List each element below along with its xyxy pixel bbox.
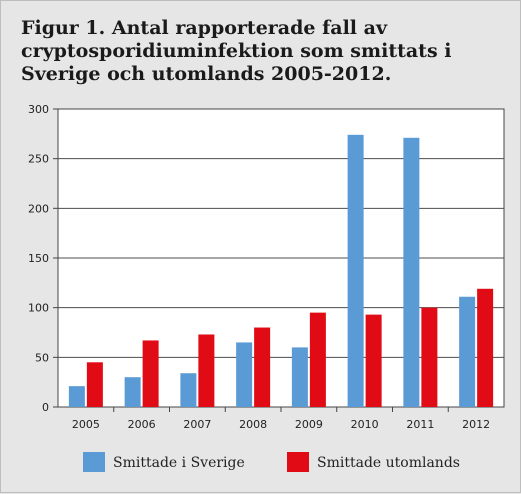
y-tick-label: 150 — [28, 252, 49, 265]
y-tick-label: 0 — [42, 401, 49, 414]
x-tick-label: 2005 — [72, 418, 100, 431]
x-tick-label: 2008 — [239, 418, 267, 431]
bar-sverige-2011 — [403, 137, 420, 407]
bar-utomlands-2009 — [309, 312, 326, 407]
x-tick-label: 2006 — [128, 418, 156, 431]
legend: Smittade i Sverige Smittade utomlands — [83, 452, 460, 472]
y-tick-label: 100 — [28, 302, 49, 315]
bar-utomlands-2005 — [86, 362, 103, 407]
bars — [68, 134, 494, 407]
bar-utomlands-2008 — [254, 327, 271, 407]
y-axis-ticks: 0 50 100 150 200 250 300 — [28, 103, 58, 414]
chart-title: Figur 1. Antal rapporterade fall av cryp… — [21, 17, 452, 85]
bar-utomlands-2007 — [198, 334, 215, 407]
x-axis-ticks: 2005 2006 2007 2008 2009 2010 2011 2012 — [72, 407, 490, 431]
legend-swatch-utomlands — [287, 452, 309, 472]
y-tick-label: 200 — [28, 202, 49, 215]
x-tick-label: 2012 — [462, 418, 490, 431]
legend-label-utomlands: Smittade utomlands — [317, 455, 460, 471]
bar-sverige-2010 — [347, 134, 364, 407]
x-tick-label: 2009 — [295, 418, 323, 431]
bar-sverige-2005 — [68, 386, 85, 407]
bar-utomlands-2010 — [365, 314, 382, 407]
bar-utomlands-2012 — [477, 288, 494, 407]
x-tick-label: 2011 — [406, 418, 434, 431]
x-tick-label: 2007 — [183, 418, 211, 431]
bar-utomlands-2011 — [421, 307, 438, 407]
bar-sverige-2012 — [459, 296, 476, 407]
bar-sverige-2007 — [180, 373, 197, 407]
x-tick-label: 2010 — [351, 418, 379, 431]
y-tick-label: 250 — [28, 153, 49, 166]
legend-swatch-sverige — [83, 452, 105, 472]
bar-sverige-2006 — [124, 377, 141, 407]
bar-sverige-2008 — [236, 342, 253, 407]
y-tick-label: 300 — [28, 103, 49, 116]
legend-label-sverige: Smittade i Sverige — [113, 455, 245, 471]
y-tick-label: 50 — [35, 351, 49, 364]
bar-sverige-2009 — [291, 347, 308, 407]
bar-utomlands-2006 — [142, 340, 159, 407]
